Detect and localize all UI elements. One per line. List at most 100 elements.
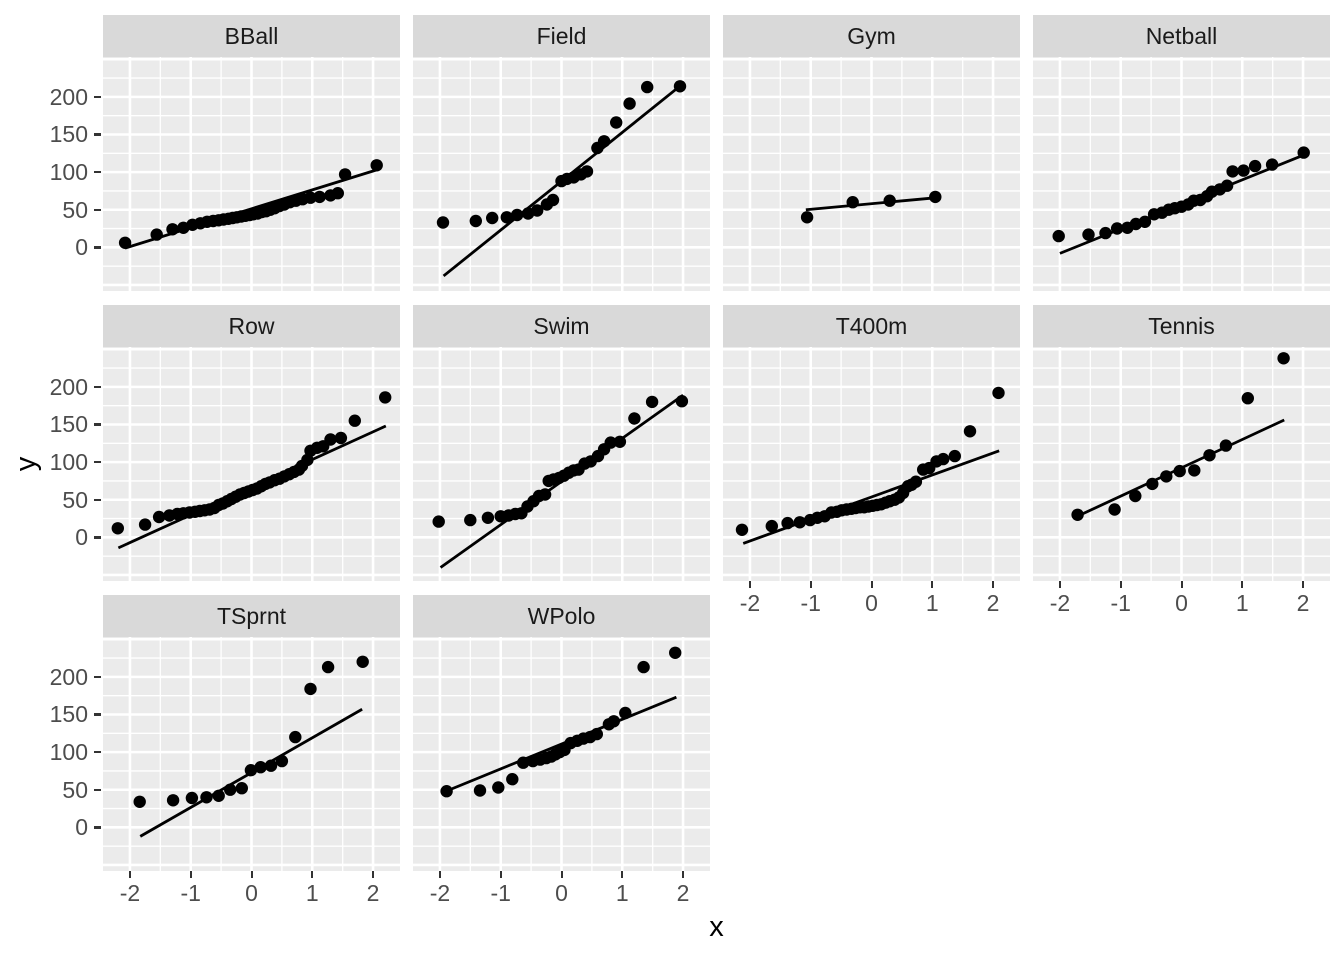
y-tick-mark bbox=[94, 713, 101, 716]
facet-strip-label: Field bbox=[536, 22, 587, 49]
y-tick-mark bbox=[94, 95, 101, 99]
y-tick-mark bbox=[94, 461, 101, 464]
data-point bbox=[1099, 226, 1112, 240]
data-point bbox=[111, 522, 124, 535]
facet-strip-Swim: Swim bbox=[413, 305, 710, 347]
x-tick-mark bbox=[250, 871, 253, 878]
data-point bbox=[212, 789, 225, 802]
x-tick-label: -1 bbox=[800, 590, 821, 616]
facet-panel-Swim bbox=[413, 347, 710, 581]
x-tick-mark bbox=[1058, 581, 1062, 588]
x-tick-mark bbox=[1302, 581, 1305, 588]
gridlines-major bbox=[723, 57, 1020, 291]
gridlines-major bbox=[1033, 347, 1330, 581]
x-tick-label: -1 bbox=[1110, 590, 1131, 616]
x-tick-mark bbox=[128, 871, 132, 878]
x-tick-label: -2 bbox=[1049, 590, 1071, 616]
data-point bbox=[937, 452, 950, 466]
data-point bbox=[133, 795, 146, 808]
y-tick-label: 150 bbox=[49, 411, 88, 438]
data-point bbox=[1188, 464, 1201, 477]
x-tick-mark bbox=[748, 581, 752, 588]
data-point bbox=[224, 783, 237, 796]
data-point bbox=[150, 228, 163, 241]
data-point bbox=[486, 211, 499, 225]
y-tick-label: 200 bbox=[49, 663, 88, 690]
y-tick-label: 100 bbox=[49, 739, 88, 766]
data-point bbox=[1203, 449, 1216, 462]
data-point bbox=[379, 391, 392, 404]
facet-strip-label: Gym bbox=[847, 22, 896, 49]
facet-strip-label: Tennis bbox=[1148, 312, 1215, 339]
data-point bbox=[254, 761, 267, 774]
x-tick-label: -2 bbox=[429, 880, 451, 906]
data-point bbox=[500, 211, 513, 224]
y-tick-label: 0 bbox=[75, 524, 88, 551]
data-point bbox=[492, 781, 505, 794]
y-tick-label: 200 bbox=[49, 373, 88, 400]
data-point bbox=[138, 518, 152, 531]
facet-strip-label: Row bbox=[228, 312, 275, 339]
y-tick-label: 0 bbox=[75, 234, 88, 261]
y-tick-mark bbox=[94, 385, 101, 389]
data-point bbox=[675, 395, 689, 408]
data-point bbox=[765, 519, 778, 533]
data-point bbox=[546, 193, 560, 207]
data-point bbox=[481, 511, 495, 524]
data-points bbox=[436, 80, 687, 229]
data-point bbox=[289, 730, 302, 744]
data-point bbox=[235, 782, 248, 795]
data-point bbox=[992, 386, 1005, 400]
facet-strip-label: Netball bbox=[1145, 22, 1218, 49]
facet-strip-label: T400m bbox=[835, 312, 908, 339]
facet-panel-Netball bbox=[1033, 57, 1330, 291]
data-point bbox=[200, 791, 213, 804]
x-tick-label: -2 bbox=[739, 590, 761, 616]
facet-panel-BBall bbox=[103, 57, 400, 291]
data-points bbox=[800, 190, 942, 224]
data-point bbox=[645, 395, 659, 409]
facet-panel-Field bbox=[413, 57, 710, 291]
x-tick-label: -2 bbox=[119, 880, 141, 906]
y-tick-label: 100 bbox=[49, 449, 88, 476]
y-tick-mark bbox=[94, 826, 101, 829]
data-point bbox=[628, 412, 641, 425]
x-tick-mark bbox=[992, 581, 995, 588]
x-tick-label: 2 bbox=[1296, 590, 1310, 616]
y-tick-mark bbox=[94, 788, 101, 791]
facet-panel-Tennis bbox=[1033, 347, 1330, 581]
facet-strip-Tennis: Tennis bbox=[1033, 305, 1330, 347]
data-point bbox=[531, 204, 544, 217]
data-point bbox=[506, 773, 519, 786]
data-point bbox=[1219, 439, 1233, 452]
y-tick-label: 50 bbox=[62, 196, 88, 223]
data-point bbox=[1082, 228, 1095, 241]
data-point bbox=[469, 214, 482, 228]
x-tick-label: 0 bbox=[555, 880, 568, 906]
fit-line bbox=[449, 695, 677, 792]
data-point bbox=[909, 475, 923, 488]
data-point bbox=[1108, 503, 1121, 516]
x-tick-mark bbox=[621, 871, 624, 878]
data-points bbox=[133, 655, 369, 808]
data-point bbox=[929, 190, 942, 204]
data-point bbox=[152, 510, 166, 524]
gridlines-major bbox=[723, 347, 1020, 581]
data-point bbox=[1160, 470, 1173, 483]
data-point bbox=[623, 97, 636, 110]
data-point bbox=[313, 190, 326, 204]
facet-strip-label: WPolo bbox=[527, 602, 596, 629]
facet-panel-Gym bbox=[723, 57, 1020, 291]
data-point bbox=[264, 759, 278, 772]
y-tick-label: 200 bbox=[49, 83, 88, 110]
y-tick-mark bbox=[94, 675, 101, 679]
facet-strip-T400m: T400m bbox=[723, 305, 1020, 347]
gridlines-major bbox=[103, 57, 400, 291]
data-points bbox=[432, 395, 689, 528]
gridlines-major bbox=[413, 57, 710, 291]
y-tick-mark bbox=[94, 171, 101, 174]
x-tick-mark bbox=[438, 871, 442, 878]
data-point bbox=[538, 488, 552, 501]
data-point bbox=[963, 425, 977, 438]
facet-strip-TSprnt: TSprnt bbox=[103, 595, 400, 637]
